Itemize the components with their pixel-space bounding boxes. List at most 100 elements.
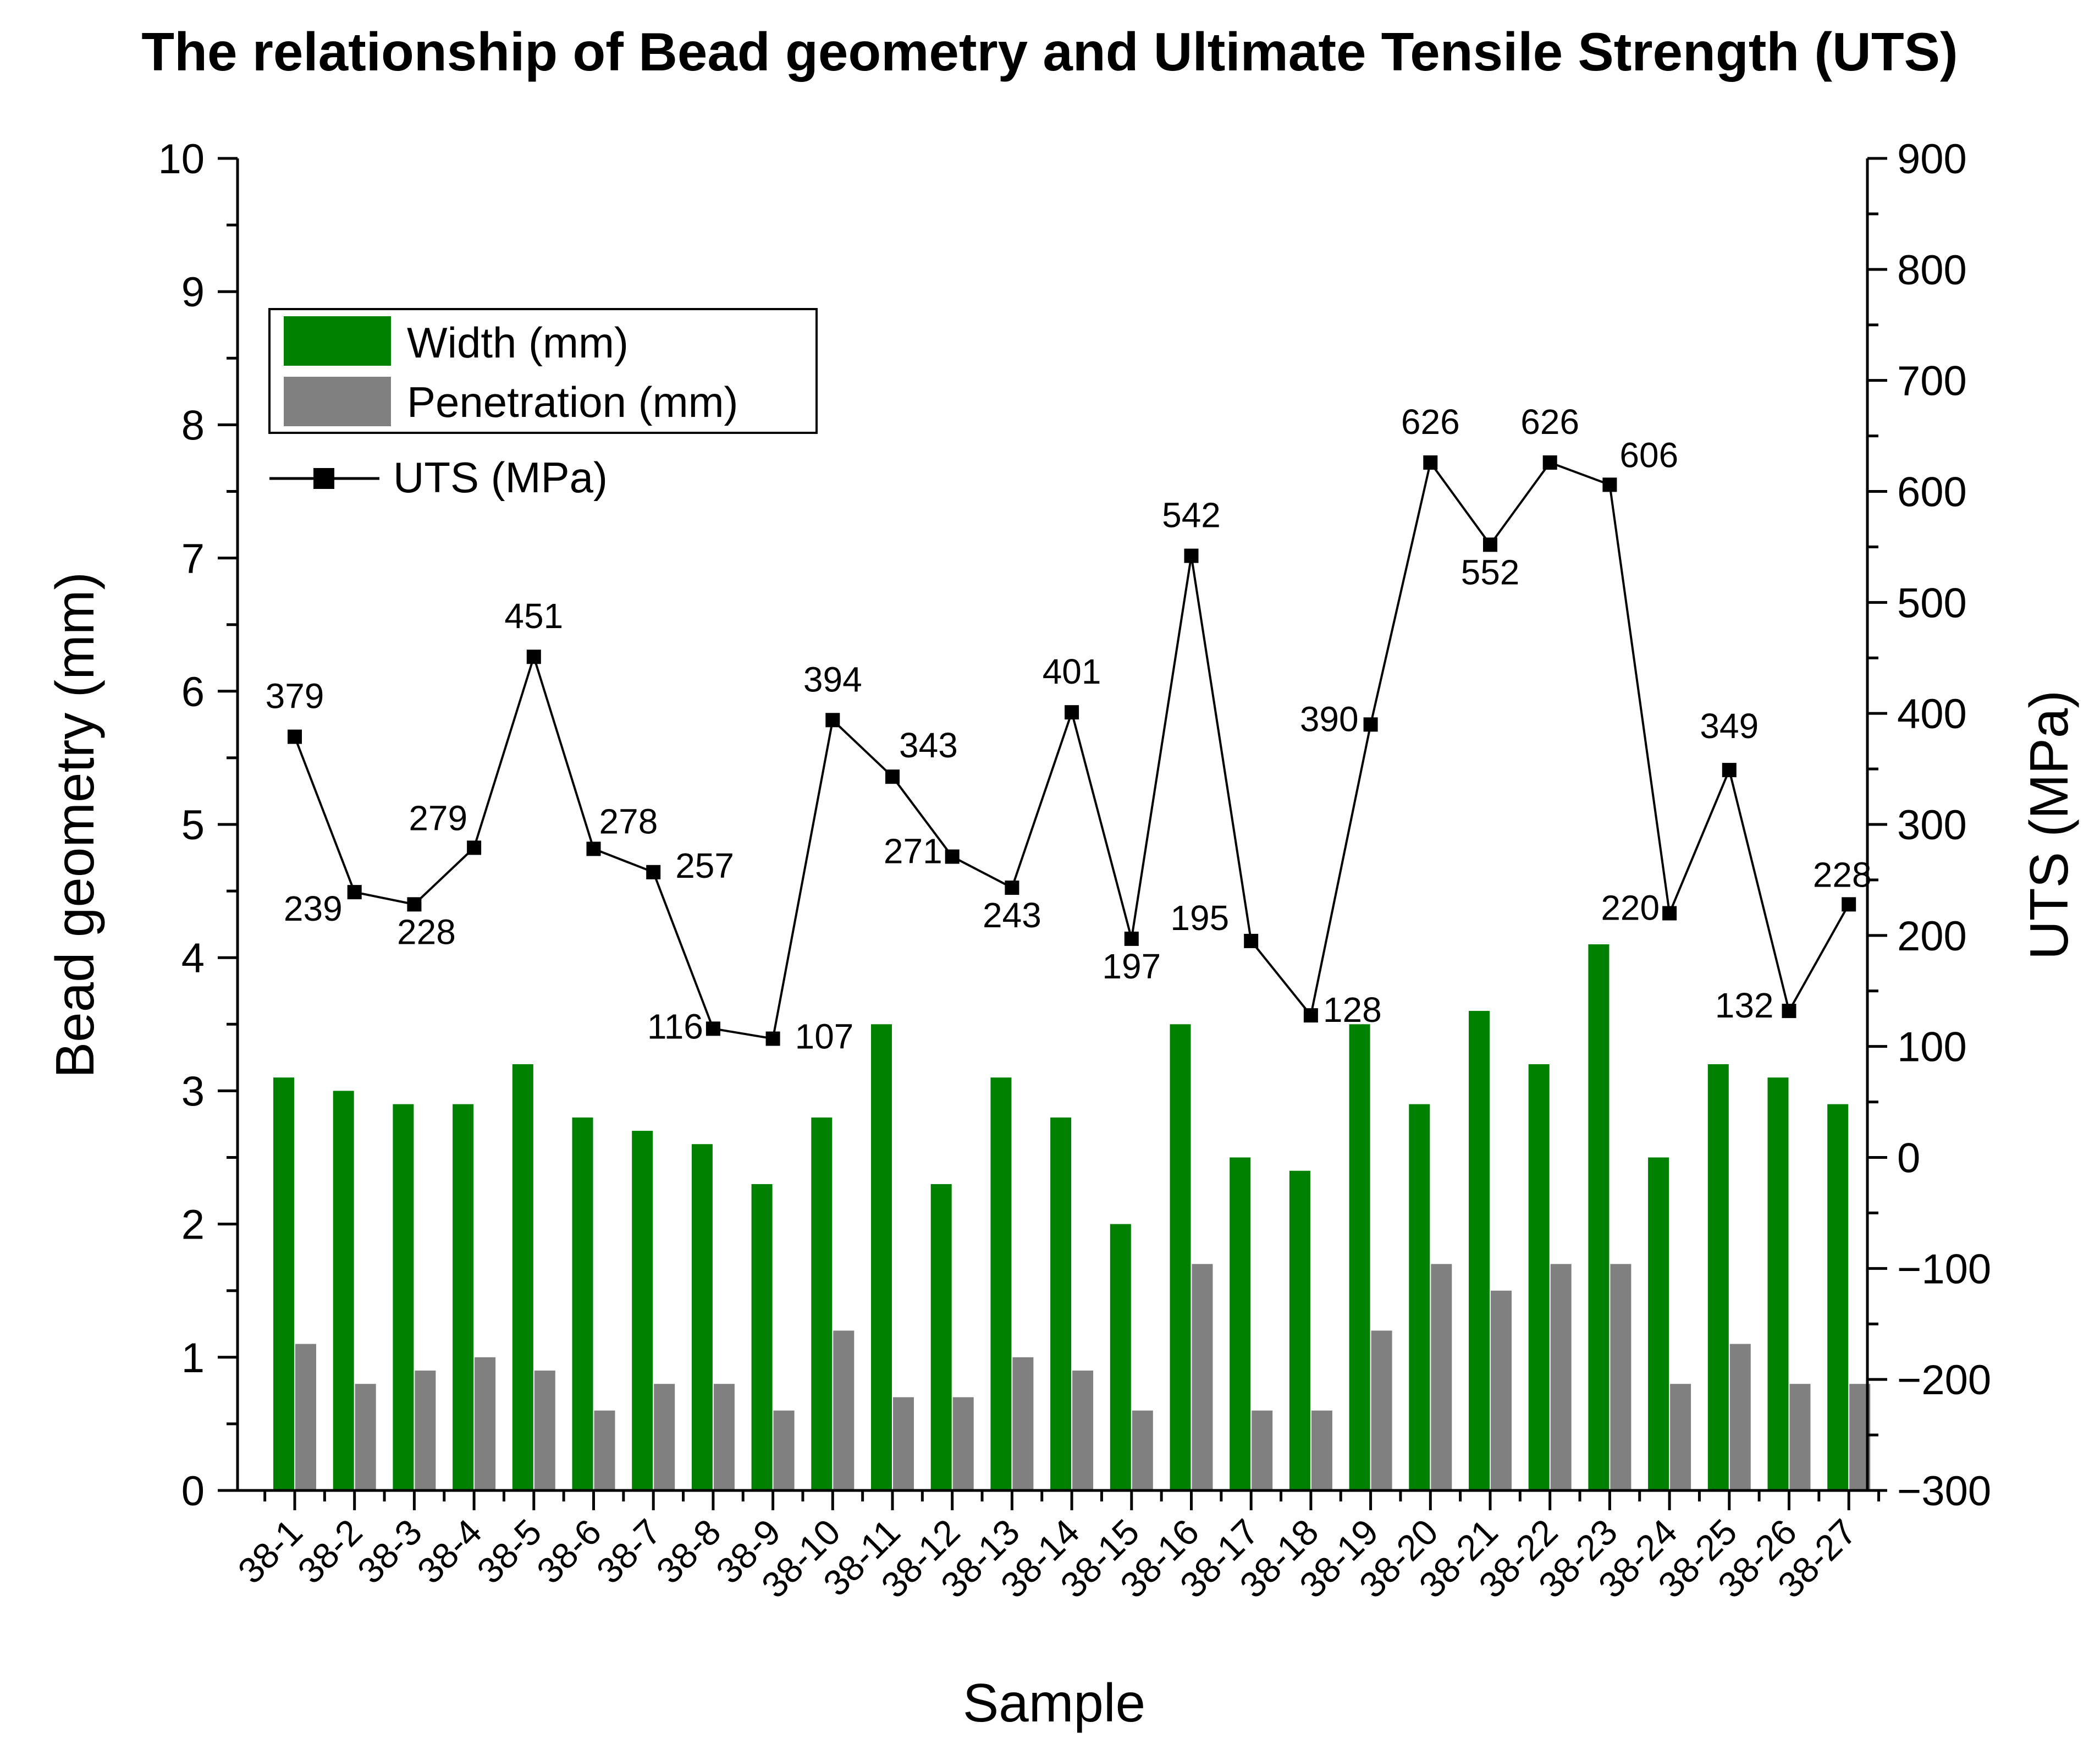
legend-label-uts: UTS (MPa) (393, 453, 608, 502)
uts-marker-38-3 (407, 897, 422, 912)
legend-swatch-penetration (284, 377, 391, 426)
uts-value-label-38-25: 349 (1700, 706, 1759, 746)
uts-value-label-38-19: 390 (1300, 699, 1359, 739)
uts-value-label-38-17: 195 (1170, 898, 1229, 938)
uts-value-label-38-9: 107 (795, 1017, 854, 1057)
chart-title: The relationship of Bead geometry and Ul… (141, 21, 1958, 82)
uts-marker-38-18 (1303, 1008, 1318, 1023)
penetration-bar-38-7 (654, 1384, 675, 1490)
uts-marker-38-6 (586, 841, 601, 856)
penetration-bar-38-24 (1670, 1384, 1691, 1490)
legend-swatch-width (284, 316, 391, 366)
penetration-bar-38-2 (355, 1384, 376, 1490)
y2-axis-title: UTS (MPa) (2019, 690, 2079, 960)
uts-marker-38-9 (765, 1031, 780, 1046)
uts-marker-38-17 (1244, 933, 1259, 948)
x-tick-label-38-7: 38-7 (588, 1511, 669, 1592)
width-bar-38-5 (512, 1064, 533, 1490)
penetration-bar-38-18 (1311, 1410, 1332, 1490)
uts-value-label-38-13: 243 (983, 895, 1041, 935)
penetration-bar-38-15 (1132, 1410, 1153, 1490)
right-ticks: −300 −200 −100 0 100 200 300 400 500 600 700 800 900 (1867, 136, 1991, 1515)
width-bar-38-18 (1289, 1170, 1310, 1490)
left-tick-label: 3 (181, 1068, 205, 1115)
uts-marker-38-2 (347, 885, 362, 900)
right-tick-label: 900 (1897, 136, 1967, 183)
width-bar-38-17 (1230, 1157, 1251, 1490)
uts-value-label-38-16: 542 (1162, 496, 1221, 535)
left-ticks: 0 1 2 3 4 5 6 7 8 9 10 (158, 136, 238, 1515)
width-bar-38-1 (273, 1077, 294, 1490)
uts-marker-38-10 (825, 713, 840, 728)
x-ticks: 38-138-238-338-438-538-638-738-838-938-1… (230, 1490, 1881, 1605)
uts-marker-38-21 (1483, 537, 1497, 552)
x-tick-label-38-1: 38-1 (230, 1511, 310, 1592)
uts-value-label-38-1: 379 (266, 676, 324, 716)
right-tick-label: 800 (1897, 247, 1967, 294)
uts-marker-38-4 (467, 840, 482, 855)
width-bar-38-19 (1349, 1024, 1370, 1490)
uts-value-label-38-15: 197 (1102, 947, 1161, 986)
legend: Width (mm) Penetration (mm) UTS (MPa) (268, 308, 818, 502)
right-tick-label: 100 (1897, 1024, 1967, 1071)
left-tick-label: 4 (181, 935, 205, 982)
left-tick-label: 8 (181, 402, 205, 449)
uts-marker-38-12 (945, 849, 960, 864)
width-bar-38-7 (632, 1131, 653, 1490)
right-tick-label: 400 (1897, 691, 1967, 738)
uts-marker-38-8 (705, 1021, 720, 1036)
uts-marker-38-27 (1842, 897, 1856, 912)
penetration-bar-38-14 (1072, 1371, 1094, 1490)
penetration-bar-38-26 (1789, 1384, 1811, 1490)
uts-value-label-38-18: 128 (1323, 990, 1382, 1030)
left-tick-label: 1 (181, 1335, 205, 1382)
penetration-bar-38-12 (952, 1397, 974, 1490)
uts-value-label-38-22: 626 (1520, 402, 1579, 442)
uts-value-label-38-7: 257 (675, 846, 734, 885)
uts-marker-38-7 (646, 865, 661, 879)
penetration-bar-38-5 (534, 1371, 555, 1490)
x-tick-label-38-2: 38-2 (290, 1511, 370, 1592)
x-tick-label-38-8: 38-8 (648, 1511, 729, 1592)
penetration-bar-38-11 (893, 1397, 914, 1490)
x-axis-title: Sample (963, 1673, 1145, 1733)
width-bar-38-15 (1110, 1224, 1131, 1490)
width-bar-38-23 (1588, 944, 1610, 1490)
width-bar-38-20 (1409, 1104, 1430, 1490)
width-bar-38-13 (990, 1077, 1012, 1490)
penetration-bar-38-6 (594, 1410, 615, 1490)
width-bar-38-3 (393, 1104, 414, 1490)
uts-value-label-38-11: 343 (899, 725, 958, 765)
x-tick-label-38-3: 38-3 (350, 1511, 430, 1592)
penetration-bar-38-3 (415, 1371, 436, 1490)
width-bar-38-6 (572, 1117, 593, 1490)
width-bar-38-11 (871, 1024, 892, 1490)
penetration-bar-38-4 (475, 1357, 496, 1490)
right-tick-label: 600 (1897, 469, 1967, 516)
uts-marker-38-22 (1542, 455, 1557, 470)
uts-value-label-38-14: 401 (1043, 652, 1101, 691)
uts-value-label-38-5: 451 (504, 596, 563, 636)
penetration-bar-38-21 (1491, 1290, 1512, 1490)
left-tick-label: 0 (181, 1468, 205, 1515)
penetration-bar-38-23 (1610, 1264, 1632, 1490)
width-bar-38-24 (1648, 1157, 1669, 1490)
uts-marker-38-11 (885, 769, 900, 784)
uts-value-label-38-23: 606 (1619, 435, 1678, 475)
uts-value-label-38-26: 132 (1715, 986, 1774, 1025)
width-bar-38-26 (1767, 1077, 1789, 1490)
right-tick-label: −300 (1897, 1468, 1991, 1515)
uts-marker-38-13 (1005, 881, 1019, 895)
penetration-bar-38-25 (1729, 1344, 1751, 1490)
right-tick-label: 700 (1897, 358, 1967, 405)
penetration-bar-38-8 (713, 1384, 735, 1490)
legend-label-penetration: Penetration (mm) (407, 378, 738, 426)
legend-marker-uts (313, 468, 334, 489)
uts-value-label-38-27: 228 (1813, 855, 1872, 894)
bars-layer (273, 944, 1871, 1490)
uts-value-label-38-12: 271 (884, 832, 942, 871)
x-tick-label-38-6: 38-6 (529, 1511, 609, 1592)
penetration-bar-38-10 (833, 1330, 855, 1490)
uts-value-label-38-2: 239 (284, 889, 343, 928)
